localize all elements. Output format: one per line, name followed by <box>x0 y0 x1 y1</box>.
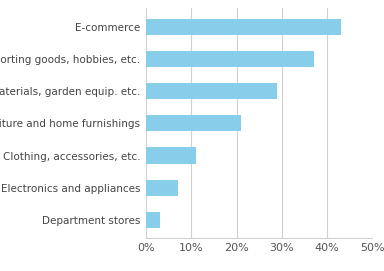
Bar <box>146 19 341 35</box>
Bar <box>146 147 196 164</box>
Bar <box>146 83 277 99</box>
Bar <box>146 212 159 228</box>
Bar <box>146 115 241 131</box>
Bar <box>146 51 314 67</box>
Bar <box>146 180 178 196</box>
